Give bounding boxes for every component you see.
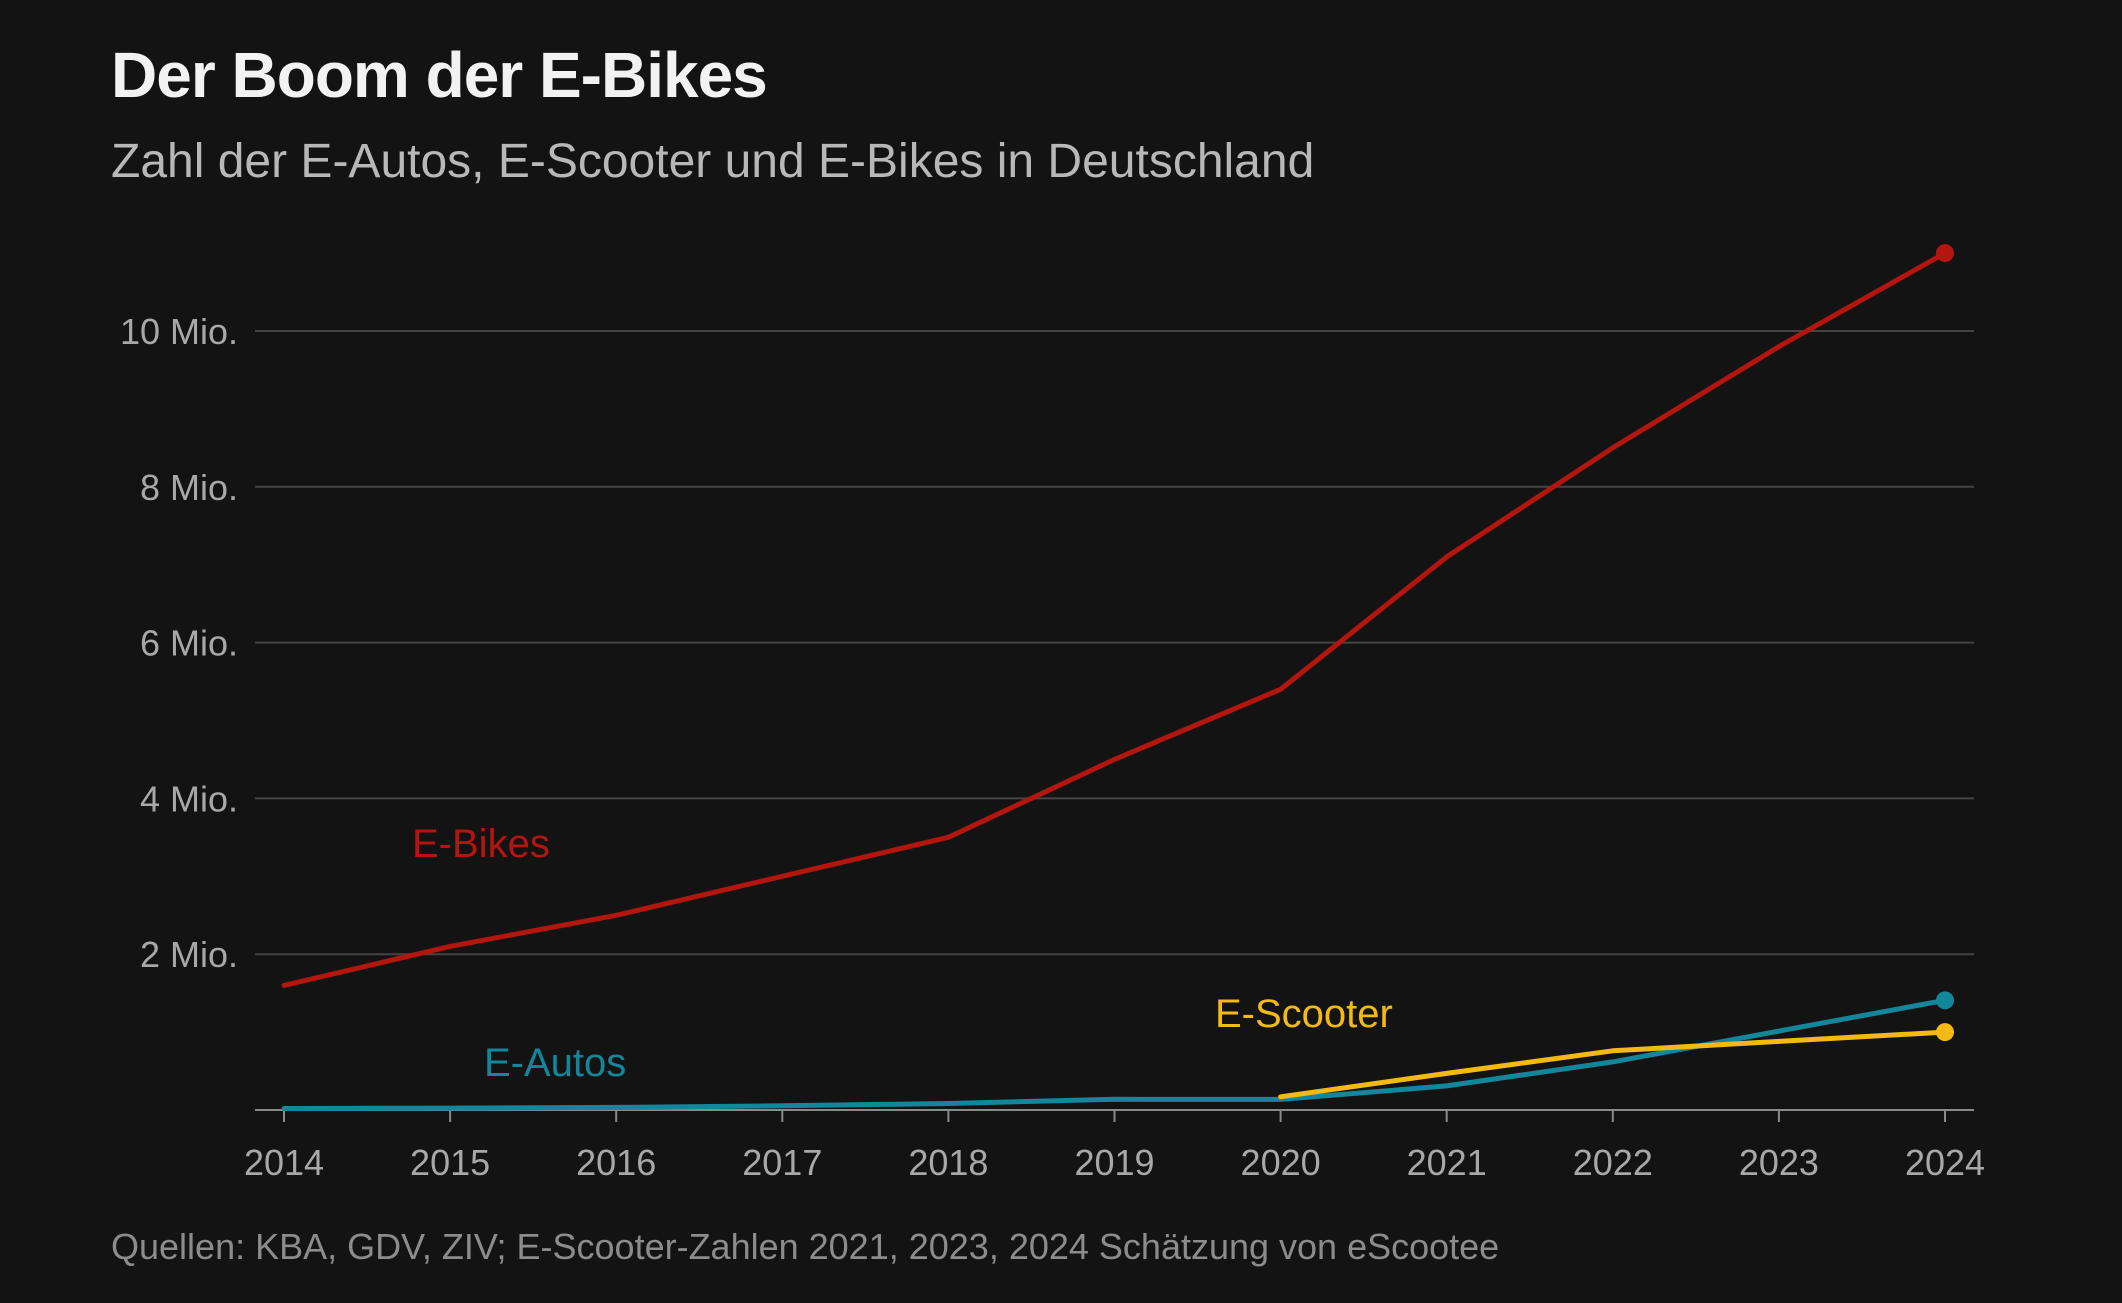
x-tick-label-2024: 2024 [1905, 1142, 1985, 1183]
x-tick-label-2020: 2020 [1241, 1142, 1321, 1183]
series-lines [281, 244, 1954, 1111]
x-tick-label-2015: 2015 [410, 1142, 490, 1183]
x-tick-label-2023: 2023 [1739, 1142, 1819, 1183]
x-tick-label-2019: 2019 [1074, 1142, 1154, 1183]
series-line-e-bikes [281, 250, 1948, 988]
y-tick-label-3: 6 Mio. [140, 623, 238, 664]
series-label-e-autos: E-Autos [484, 1041, 626, 1085]
x-axis-tick-labels: 2014 2015 2016 2017 2018 2019 2020 2021 2022 2023… [244, 1142, 1985, 1183]
y-axis-tick-labels: 2 Mio. 4 Mio. 6 Mio. 8 Mio. 10 Mio. [120, 311, 238, 975]
source-note: Quellen: KBA, GDV, ZIV; E-Scooter-Zahlen… [111, 1226, 1500, 1267]
y-tick-label-4: 8 Mio. [140, 467, 238, 508]
series-end-dot-e-scooter [1936, 1023, 1954, 1042]
x-tick-label-2016: 2016 [576, 1142, 656, 1183]
series-label-e-bikes: E-Bikes [412, 822, 550, 866]
series-line-e-autos [281, 997, 1948, 1111]
series-line-e-scooter [1278, 1029, 1948, 1100]
series-label-e-scooter: E-Scooter [1215, 992, 1393, 1036]
x-tick-label-2014: 2014 [244, 1142, 324, 1183]
series-labels: E-Bikes E-Autos E-Scooter [412, 822, 1393, 1085]
x-axis [255, 1109, 1974, 1122]
y-tick-label-5: 10 Mio. [120, 311, 238, 352]
series-end-dot-e-bikes [1936, 244, 1954, 263]
x-tick-label-2018: 2018 [908, 1142, 988, 1183]
x-tick-label-2017: 2017 [742, 1142, 822, 1183]
chart-subtitle: Zahl der E-Autos, E-Scooter und E-Bikes … [111, 135, 1315, 188]
y-tick-label-2: 4 Mio. [140, 778, 238, 819]
chart-title: Der Boom der E-Bikes [111, 39, 768, 111]
y-tick-label-1: 2 Mio. [140, 934, 238, 975]
x-tick-label-2022: 2022 [1573, 1142, 1653, 1183]
x-tick-label-2021: 2021 [1407, 1142, 1487, 1183]
grid-lines [255, 330, 1974, 956]
series-end-dot-e-autos [1936, 991, 1954, 1010]
